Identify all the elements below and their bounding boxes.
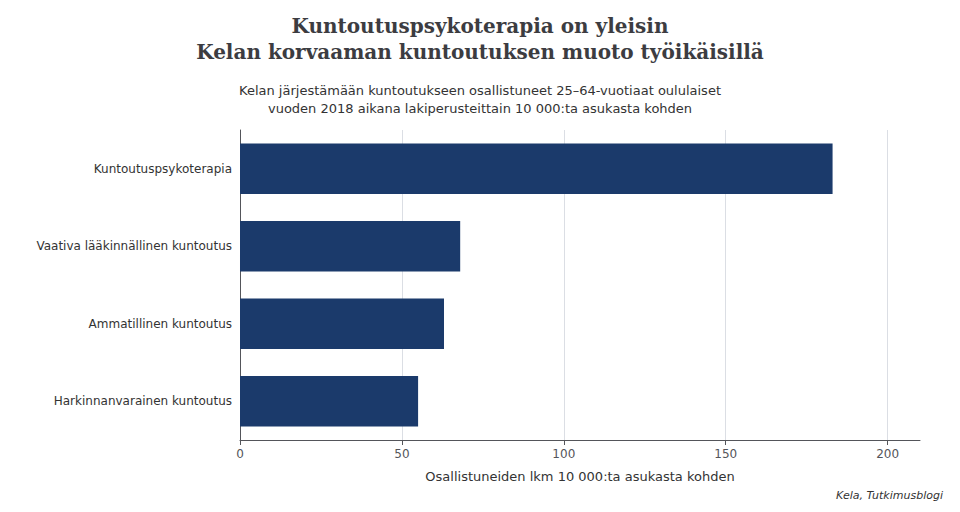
svg-text:Vaativa lääkinnällinen kuntout: Vaativa lääkinnällinen kuntoutus bbox=[36, 239, 232, 253]
svg-text:100: 100 bbox=[552, 447, 575, 461]
svg-text:0: 0 bbox=[236, 447, 244, 461]
svg-text:Kuntoutuspsykoterapia: Kuntoutuspsykoterapia bbox=[94, 162, 232, 176]
svg-text:Kelan järjestämään kuntoutukse: Kelan järjestämään kuntoutukseen osallis… bbox=[239, 83, 721, 98]
svg-text:Kuntoutuspsykoterapia on yleis: Kuntoutuspsykoterapia on yleisin bbox=[292, 14, 669, 38]
svg-text:Ammatillinen kuntoutus: Ammatillinen kuntoutus bbox=[89, 317, 232, 331]
svg-text:Kelan korvaaman kuntoutuksen m: Kelan korvaaman kuntoutuksen muoto työik… bbox=[196, 40, 764, 64]
svg-text:Osallistuneiden lkm 10 000:ta: Osallistuneiden lkm 10 000:ta asukasta k… bbox=[425, 469, 734, 484]
svg-text:Harkinnanvarainen kuntoutus: Harkinnanvarainen kuntoutus bbox=[54, 394, 232, 408]
svg-text:Kela, Tutkimusblogi: Kela, Tutkimusblogi bbox=[836, 489, 943, 502]
svg-text:50: 50 bbox=[394, 447, 409, 461]
svg-text:150: 150 bbox=[714, 447, 737, 461]
svg-text:vuoden 2018 aikana lakiperuste: vuoden 2018 aikana lakiperusteittain 10 … bbox=[268, 101, 692, 116]
svg-text:200: 200 bbox=[876, 447, 899, 461]
